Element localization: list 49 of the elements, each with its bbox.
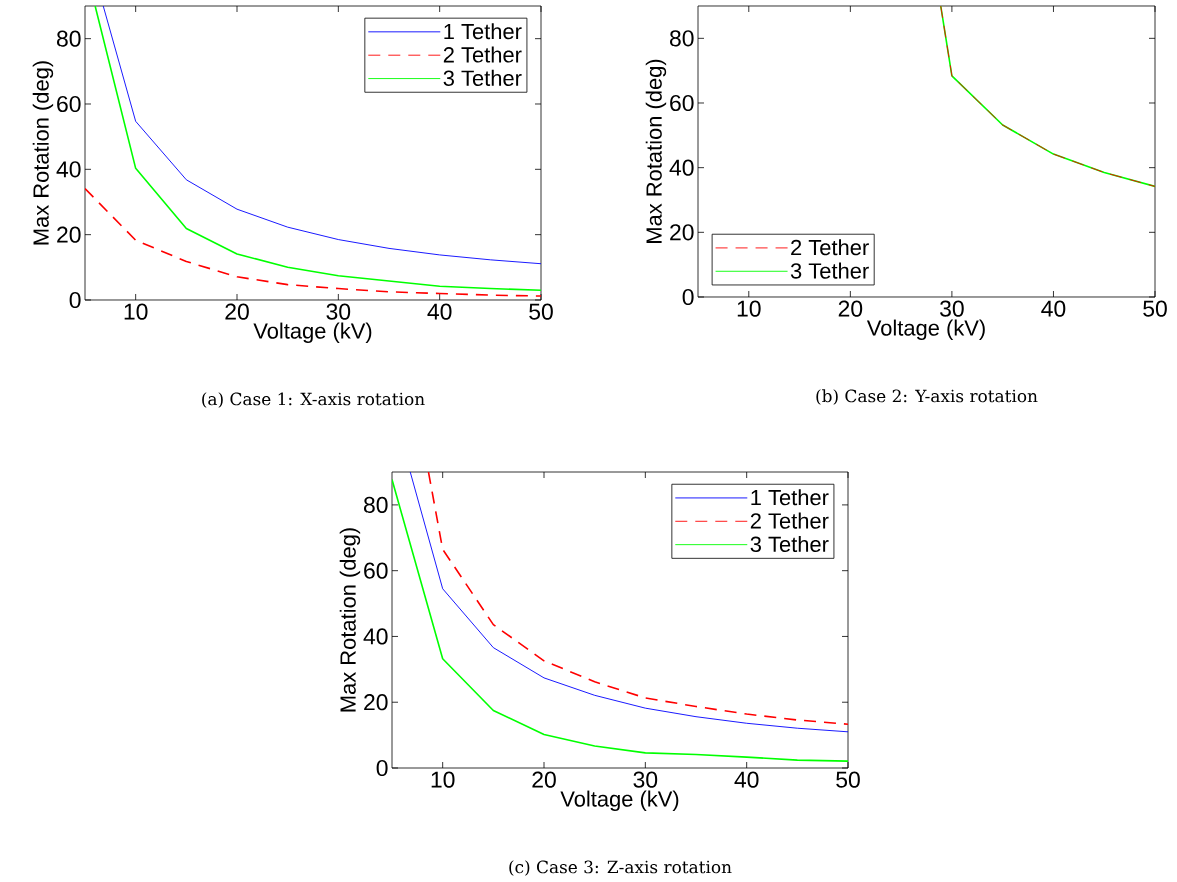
- legend-label: 2 Tether: [750, 512, 829, 529]
- x-tick-label: 30: [940, 300, 964, 317]
- legend-label: 3 Tether: [790, 262, 869, 279]
- y-tick-label: 40: [669, 159, 694, 176]
- x-tick-label: 20: [532, 771, 556, 788]
- y-tick-label: 60: [364, 562, 388, 579]
- y-axis-title: Max Rotation (deg): [645, 59, 667, 243]
- legend-label: 2 Tether: [443, 46, 522, 63]
- x-tick-label: 20: [225, 303, 249, 320]
- x-tick-label: 20: [838, 300, 863, 317]
- x-tick-label: 50: [1143, 300, 1167, 317]
- line-series: [392, 478, 848, 762]
- y-tick-label: 20: [364, 694, 388, 711]
- y-tick-label: 80: [56, 30, 81, 47]
- x-tick-label: 50: [836, 771, 860, 788]
- y-tick-label: 0: [376, 759, 388, 777]
- x-tick-label: 10: [124, 303, 148, 320]
- legend-label: 3 Tether: [443, 69, 522, 86]
- y-tick-label: 80: [364, 496, 388, 513]
- text: (a) Case 1: X-axis rotation: [202, 392, 425, 408]
- x-axis-title: Voltage (kV): [866, 319, 985, 341]
- y-tick-label: 20: [670, 224, 694, 241]
- x-tick-label: 30: [326, 303, 351, 320]
- x-axis-title: Voltage (kV): [253, 322, 372, 344]
- y-axis-title: Max Rotation (deg): [339, 528, 361, 712]
- x-tick-label: 10: [431, 771, 455, 788]
- y-tick-label: 40: [56, 161, 81, 178]
- y-tick-label: 20: [57, 226, 81, 243]
- y-tick-label: 0: [682, 288, 694, 306]
- x-tick-label: 40: [427, 303, 452, 320]
- legend-label: 2 Tether: [791, 239, 869, 256]
- legend-label: 1 Tether: [444, 23, 522, 40]
- y-tick-label: 60: [57, 95, 81, 113]
- x-tick-label: 30: [633, 771, 658, 788]
- x-tick-label: 40: [734, 771, 759, 788]
- x-tick-label: 10: [737, 300, 761, 317]
- y-axis-title: Max Rotation (deg): [32, 61, 54, 245]
- y-tick-label: 40: [363, 628, 388, 645]
- x-tick-label: 50: [529, 303, 553, 320]
- legend-label: 3 Tether: [750, 535, 829, 553]
- y-tick-label: 60: [670, 94, 694, 112]
- line-series: [85, 187, 541, 297]
- y-tick-label: 0: [69, 291, 81, 309]
- text: (b) Case 2: Y-axis rotation: [816, 389, 1038, 405]
- legend-label: 1 Tether: [751, 489, 829, 506]
- x-tick-label: 40: [1041, 300, 1066, 317]
- x-axis-title: Voltage (kV): [560, 790, 679, 812]
- y-tick-label: 80: [670, 30, 694, 47]
- text: (c) Case 3: Z-axis rotation: [509, 860, 732, 876]
